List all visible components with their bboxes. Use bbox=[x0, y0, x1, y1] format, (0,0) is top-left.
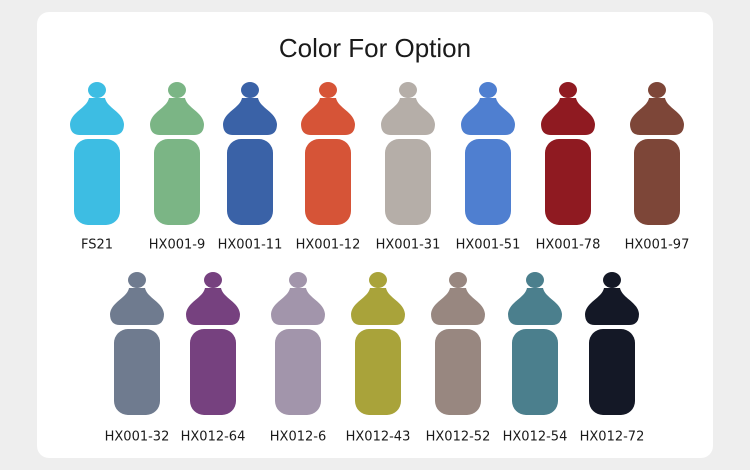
chair-swatch bbox=[461, 82, 515, 225]
option-label: HX012-43 bbox=[346, 430, 411, 445]
headrest bbox=[449, 272, 467, 288]
seat bbox=[634, 139, 680, 225]
seat bbox=[305, 139, 351, 225]
chair-swatch bbox=[381, 82, 435, 225]
seat bbox=[275, 329, 321, 415]
seat bbox=[154, 139, 200, 225]
option-label: HX001-78 bbox=[536, 238, 601, 253]
headrest bbox=[369, 272, 387, 288]
option-label: HX012-72 bbox=[580, 430, 645, 445]
chair-swatch bbox=[508, 272, 562, 415]
option-label: HX012-54 bbox=[503, 430, 568, 445]
title: Color For Option bbox=[279, 33, 471, 63]
backrest bbox=[110, 288, 164, 325]
option-label: FS21 bbox=[81, 238, 113, 253]
backrest bbox=[150, 98, 204, 135]
headrest bbox=[526, 272, 544, 288]
seat bbox=[465, 139, 511, 225]
chair-swatch bbox=[431, 272, 485, 415]
chair-swatch bbox=[585, 272, 639, 415]
headrest bbox=[648, 82, 666, 98]
headrest bbox=[319, 82, 337, 98]
option-label: HX001-11 bbox=[218, 238, 283, 253]
backrest bbox=[70, 98, 124, 135]
seat bbox=[589, 329, 635, 415]
headrest bbox=[128, 272, 146, 288]
chair-swatch bbox=[150, 82, 204, 225]
chair-swatch bbox=[301, 82, 355, 225]
backrest bbox=[431, 288, 485, 325]
chair-swatch bbox=[271, 272, 325, 415]
headrest bbox=[241, 82, 259, 98]
option-label: HX001-32 bbox=[105, 430, 170, 445]
seat bbox=[385, 139, 431, 225]
option-label: HX001-97 bbox=[625, 238, 690, 253]
chair-swatch bbox=[70, 82, 124, 225]
headrest bbox=[204, 272, 222, 288]
option-label: HX012-64 bbox=[181, 430, 246, 445]
chair-swatch bbox=[186, 272, 240, 415]
chair-swatch bbox=[541, 82, 595, 225]
chair-swatch bbox=[351, 272, 405, 415]
seat bbox=[355, 329, 401, 415]
backrest bbox=[381, 98, 435, 135]
seat bbox=[227, 139, 273, 225]
chair-swatch bbox=[110, 272, 164, 415]
option-label: HX012-6 bbox=[270, 430, 326, 445]
seat bbox=[512, 329, 558, 415]
headrest bbox=[479, 82, 497, 98]
option-label: HX001-51 bbox=[456, 238, 521, 253]
chair-swatch bbox=[630, 82, 684, 225]
backrest bbox=[271, 288, 325, 325]
backrest bbox=[541, 98, 595, 135]
headrest bbox=[603, 272, 621, 288]
headrest bbox=[88, 82, 106, 98]
backrest bbox=[461, 98, 515, 135]
backrest bbox=[508, 288, 562, 325]
option-label: HX001-12 bbox=[296, 238, 361, 253]
backrest bbox=[585, 288, 639, 325]
option-label: HX012-52 bbox=[426, 430, 491, 445]
seat bbox=[190, 329, 236, 415]
backrest bbox=[223, 98, 277, 135]
option-label: HX001-31 bbox=[376, 238, 441, 253]
headrest bbox=[559, 82, 577, 98]
option-label: HX001-9 bbox=[149, 238, 205, 253]
chair-swatch bbox=[223, 82, 277, 225]
backrest bbox=[351, 288, 405, 325]
seat bbox=[114, 329, 160, 415]
seat bbox=[435, 329, 481, 415]
headrest bbox=[289, 272, 307, 288]
backrest bbox=[186, 288, 240, 325]
headrest bbox=[168, 82, 186, 98]
headrest bbox=[399, 82, 417, 98]
backrest bbox=[301, 98, 355, 135]
seat bbox=[545, 139, 591, 225]
seat bbox=[74, 139, 120, 225]
backrest bbox=[630, 98, 684, 135]
